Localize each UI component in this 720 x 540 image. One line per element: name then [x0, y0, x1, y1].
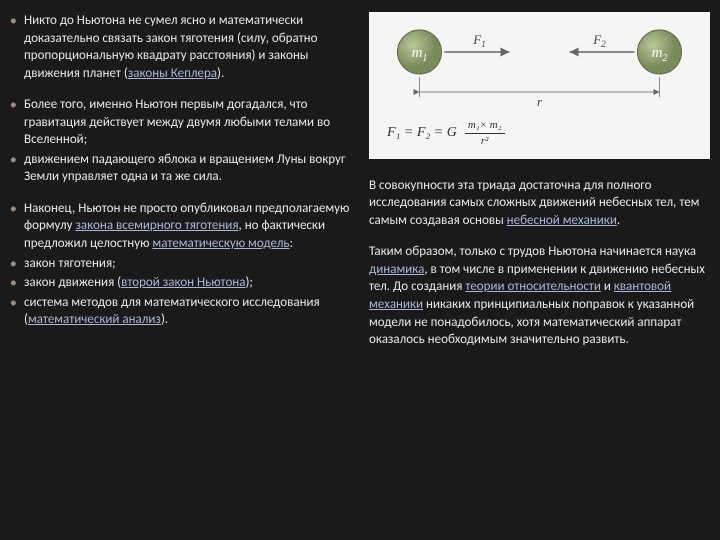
formula-num: m₁× m₂	[465, 118, 505, 134]
bullet-2: ● Более того, именно Ньютон первым догад…	[10, 96, 355, 149]
bullet-5: ● закон тяготения;	[10, 255, 355, 273]
link-newton2[interactable]: второй закон Ньютона	[121, 275, 245, 290]
bullet-2-text: Более того, именно Ньютон первым догадал…	[24, 96, 355, 149]
bullet-5-text: закон тяготения;	[24, 255, 355, 273]
bullet-4: ● Наконец, Ньютон не просто опубликовал …	[10, 200, 355, 253]
bullet-marker-icon: ●	[10, 255, 24, 273]
link-kepler[interactable]: законы Кеплера	[128, 66, 217, 81]
link-gravity[interactable]: закона всемирного тяготения	[75, 218, 238, 233]
svg-text:r: r	[537, 94, 543, 109]
bullet-6-text: закон движения (второй закон Ньютона);	[24, 274, 355, 292]
bullet-marker-icon: ●	[10, 151, 24, 186]
diagram-svg: m1 m2 F1 F2 r	[379, 22, 700, 112]
bullet-marker-icon: ●	[10, 200, 24, 253]
link-relativity[interactable]: теории относительности	[465, 279, 600, 294]
svg-text:F1: F1	[472, 32, 485, 49]
right-para-2: Таким образом, только с трудов Ньютона н…	[369, 243, 710, 348]
right-column: m1 m2 F1 F2 r F₁ = F₂ = G m₁× m₂ r²	[369, 12, 710, 528]
formula-fraction: m₁× m₂ r²	[465, 118, 505, 149]
bullet-1-text: Никто до Ньютона не сумел ясно и математ…	[24, 12, 355, 82]
bullet-marker-icon: ●	[10, 294, 24, 329]
bullet-1: ● Никто до Ньютона не сумел ясно и матем…	[10, 12, 355, 82]
bullet-marker-icon: ●	[10, 274, 24, 292]
link-calculus[interactable]: математический анализ	[28, 312, 161, 327]
link-celestial[interactable]: небесной механики	[507, 213, 617, 228]
right-para-1: В совокупности эта триада достаточна для…	[369, 177, 710, 230]
formula-lhs: F₁ = F₂ = G	[387, 124, 457, 143]
formula-den: r²	[478, 134, 492, 149]
bullet-4-text: Наконец, Ньютон не просто опубликовал пр…	[24, 200, 355, 253]
gravity-diagram: m1 m2 F1 F2 r F₁ = F₂ = G m₁× m₂ r²	[369, 12, 710, 159]
bullet-7: ● система методов для математического ис…	[10, 294, 355, 329]
bullet-marker-icon: ●	[10, 96, 24, 149]
bullet-7-text: система методов для математического иссл…	[24, 294, 355, 329]
slide: ● Никто до Ньютона не сумел ясно и матем…	[0, 0, 720, 540]
bullet-6: ● закон движения (второй закон Ньютона);	[10, 274, 355, 292]
bullet-3-text: движением падающего яблока и вращением Л…	[24, 151, 355, 186]
left-column: ● Никто до Ньютона не сумел ясно и матем…	[10, 12, 355, 528]
bullet-3: ● движением падающего яблока и вращением…	[10, 151, 355, 186]
bullet-marker-icon: ●	[10, 12, 24, 82]
link-math-model[interactable]: математическую модель	[152, 236, 289, 251]
link-dynamics[interactable]: динамика	[369, 262, 424, 277]
svg-text:F2: F2	[592, 32, 606, 49]
formula: F₁ = F₂ = G m₁× m₂ r²	[379, 118, 700, 149]
